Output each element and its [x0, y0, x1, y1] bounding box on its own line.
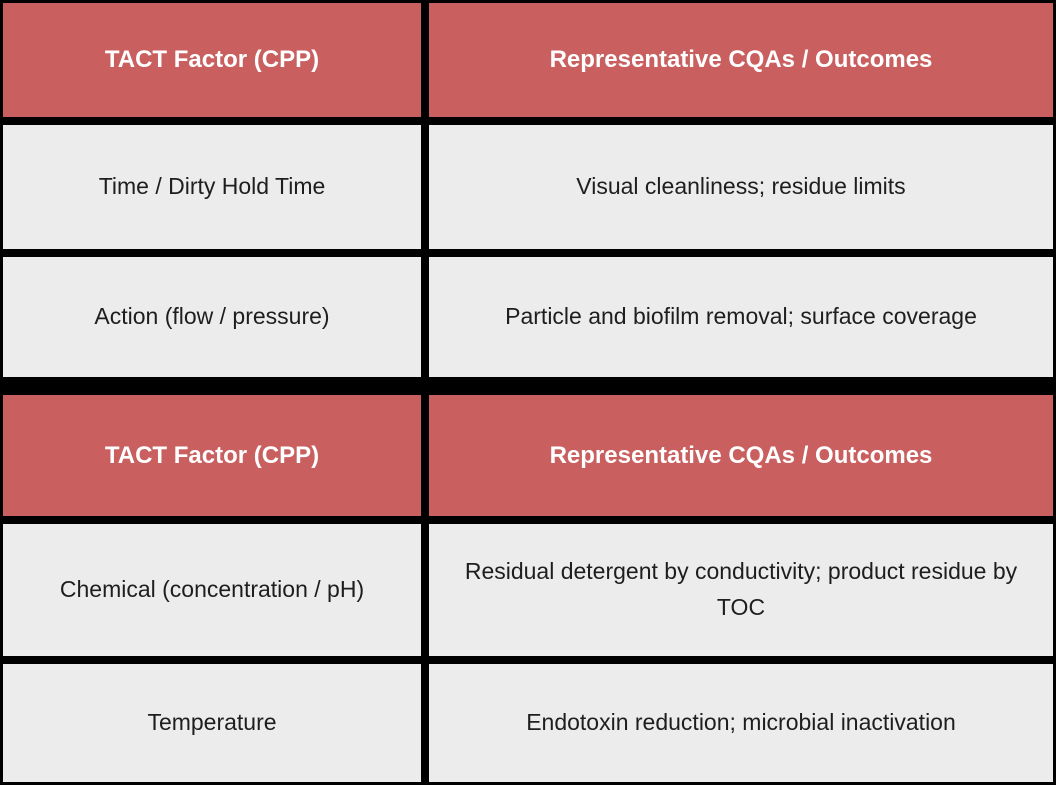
table1-header-tact-factor: TACT Factor (CPP): [3, 3, 421, 117]
cell-outcome-chemical: Residual detergent by conductivity; prod…: [429, 524, 1053, 656]
cell-outcome-temperature: Endotoxin reduction; microbial inactivat…: [429, 664, 1053, 782]
cell-factor-action: Action (flow / pressure): [3, 257, 421, 377]
cell-outcome-action: Particle and biofilm removal; surface co…: [429, 257, 1053, 377]
cell-factor-temperature: Temperature: [3, 664, 421, 782]
cell-outcome-time: Visual cleanliness; residue limits: [429, 125, 1053, 249]
cell-factor-time: Time / Dirty Hold Time: [3, 125, 421, 249]
table-divider: [3, 385, 1053, 387]
table1-header-cqas-outcomes: Representative CQAs / Outcomes: [429, 3, 1053, 117]
cell-factor-chemical: Chemical (concentration / pH): [3, 524, 421, 656]
table2-header-tact-factor: TACT Factor (CPP): [3, 395, 421, 516]
table2-header-cqas-outcomes: Representative CQAs / Outcomes: [429, 395, 1053, 516]
